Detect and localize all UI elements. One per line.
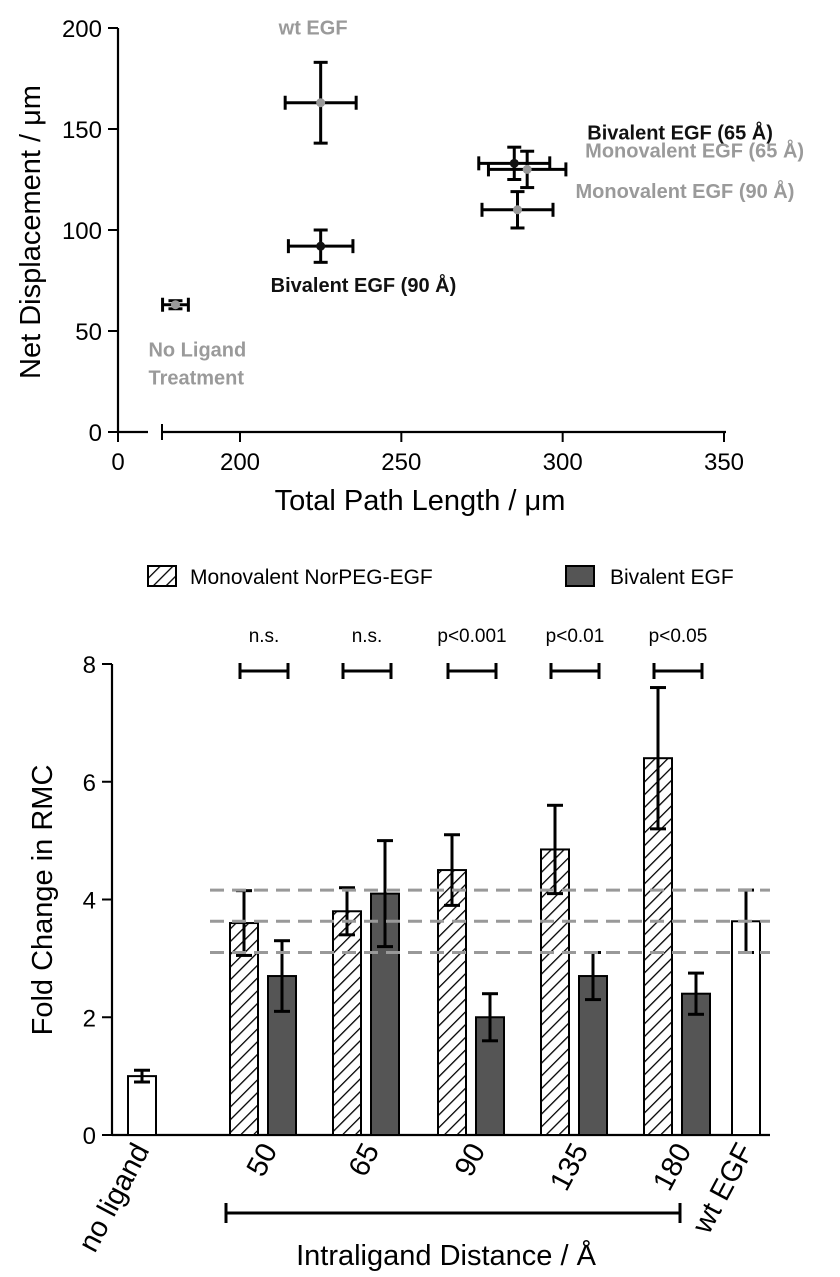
scatter-x-tick-label: 350 (704, 449, 744, 476)
scatter-point (316, 98, 326, 108)
scatter-chart: 0 50 100 150 200 0 200 250 300 350 Net Displacem… (15, 16, 804, 517)
legend-swatch-dark (565, 565, 595, 587)
scatter-point-label: Monovalent EGF (65 Å) (585, 138, 804, 162)
legend: Monovalent NorPEG-EGF Bivalent EGF (147, 565, 734, 589)
scatter-x-tick-label: 250 (381, 449, 421, 476)
significance-group: p<0.01 (546, 626, 605, 679)
bar-x-tick-label: 65 (343, 1138, 386, 1182)
scatter-x-tick-label: 200 (220, 449, 260, 476)
bar-x-tick-label: 135 (544, 1138, 595, 1196)
bar-group (437, 833, 505, 1136)
scatter-points: No Ligand Treatment wt EGF Bivalent EGF (90… (148, 18, 804, 390)
significance-group: p<0.05 (649, 626, 708, 679)
scatter-point-group: wt EGF (278, 18, 358, 145)
scatter-point (170, 300, 180, 310)
legend-label-monovalent: Monovalent NorPEG-EGF (190, 566, 433, 589)
significance-group: n.s. (341, 626, 393, 679)
significance-label: p<0.001 (437, 626, 506, 647)
bar-x-tick-label: 50 (241, 1138, 284, 1182)
bar-monovalent (437, 869, 467, 1136)
bars (127, 686, 761, 1137)
bar-group (332, 839, 400, 1137)
scatter-point-group: Bivalent EGF (65 Å) (477, 120, 773, 181)
scatter-point (512, 205, 522, 215)
scatter-point-label: Bivalent EGF (65 Å) (587, 120, 773, 144)
bar-monovalent (229, 922, 259, 1136)
bar-chart: Monovalent NorPEG-EGF Bivalent EGF 0 2 4 6 8… (27, 565, 770, 1272)
scatter-point-label: Bivalent EGF (90 Å) (271, 273, 457, 297)
bar-y-tick-label: 6 (83, 770, 96, 797)
bar-group (540, 803, 608, 1136)
scatter-x-tick-label: 300 (543, 449, 583, 476)
bar-y-ticks: 0 2 4 6 8 (83, 652, 112, 1150)
control-bar-group (731, 888, 761, 1136)
scatter-y-tick-label: 0 (89, 420, 102, 447)
scatter-x-tick-label: 0 (111, 449, 124, 476)
legend-item-bivalent: Bivalent EGF (565, 565, 734, 589)
reference-lines (210, 888, 770, 954)
scatter-y-tick-label: 100 (62, 218, 102, 245)
significance-group: n.s. (238, 626, 290, 679)
scatter-y-tick-label: 50 (75, 319, 102, 346)
scatter-point-group: Monovalent EGF (90 Å) (480, 179, 794, 230)
scatter-x-axis-label: Total Path Length / μm (275, 485, 566, 517)
bar-y-tick-label: 4 (83, 888, 96, 915)
scatter-y-ticks: 0 50 100 150 200 (62, 16, 118, 447)
bar-group (643, 686, 711, 1137)
scatter-y-axis-label: Net Displacement / μm (15, 85, 47, 379)
scatter-y-tick-label: 200 (62, 16, 102, 43)
bar-bivalent (578, 975, 608, 1136)
scatter-point (509, 158, 519, 168)
scatter-point-group: Monovalent EGF (65 Å) (486, 138, 804, 190)
scatter-point-group: No Ligand Treatment (148, 297, 246, 390)
scatter-x-ticks: 0 200 250 300 350 (111, 424, 744, 476)
control-bar (731, 920, 761, 1136)
significance-brackets: n.s. n.s. p<0.001 p<0.01 p<0.05 (238, 626, 708, 679)
bar-y-tick-label: 2 (83, 1005, 96, 1032)
bar-monovalent (332, 910, 362, 1137)
significance-group: p<0.001 (437, 626, 507, 679)
control-bar (127, 1075, 157, 1136)
legend-label-bivalent: Bivalent EGF (610, 566, 734, 589)
bar-x-tick-label: no ligand (73, 1138, 157, 1257)
bar-x-tick-label: 180 (647, 1138, 698, 1196)
significance-label: n.s. (249, 626, 280, 647)
bar-group (229, 889, 297, 1136)
scatter-point-label: No Ligand (148, 340, 246, 362)
bar-x-axis-label: Intraligand Distance / Å (296, 1239, 596, 1272)
bar-y-axis-label: Fold Change in RMC (27, 765, 59, 1036)
scatter-point-label: Treatment (148, 368, 244, 390)
legend-swatch-hatched (147, 565, 177, 587)
scatter-point (522, 164, 532, 174)
significance-label: n.s. (352, 626, 383, 647)
bar-x-tick-label: 90 (449, 1138, 492, 1182)
bar-y-tick-label: 8 (83, 652, 96, 679)
scatter-axes: 0 50 100 150 200 0 200 250 300 350 (62, 16, 744, 476)
scatter-point (316, 241, 326, 251)
significance-label: p<0.05 (649, 626, 708, 647)
legend-item-monovalent: Monovalent NorPEG-EGF (147, 565, 433, 589)
scatter-point-group: Bivalent EGF (90 Å) (271, 228, 457, 297)
significance-label: p<0.01 (546, 626, 605, 647)
scatter-point-label: Monovalent EGF (90 Å) (575, 179, 794, 203)
scatter-point-label: wt EGF (278, 18, 348, 40)
scatter-y-tick-label: 150 (62, 117, 102, 144)
control-bar-group (127, 1068, 157, 1136)
bar-y-tick-label: 0 (83, 1123, 96, 1150)
